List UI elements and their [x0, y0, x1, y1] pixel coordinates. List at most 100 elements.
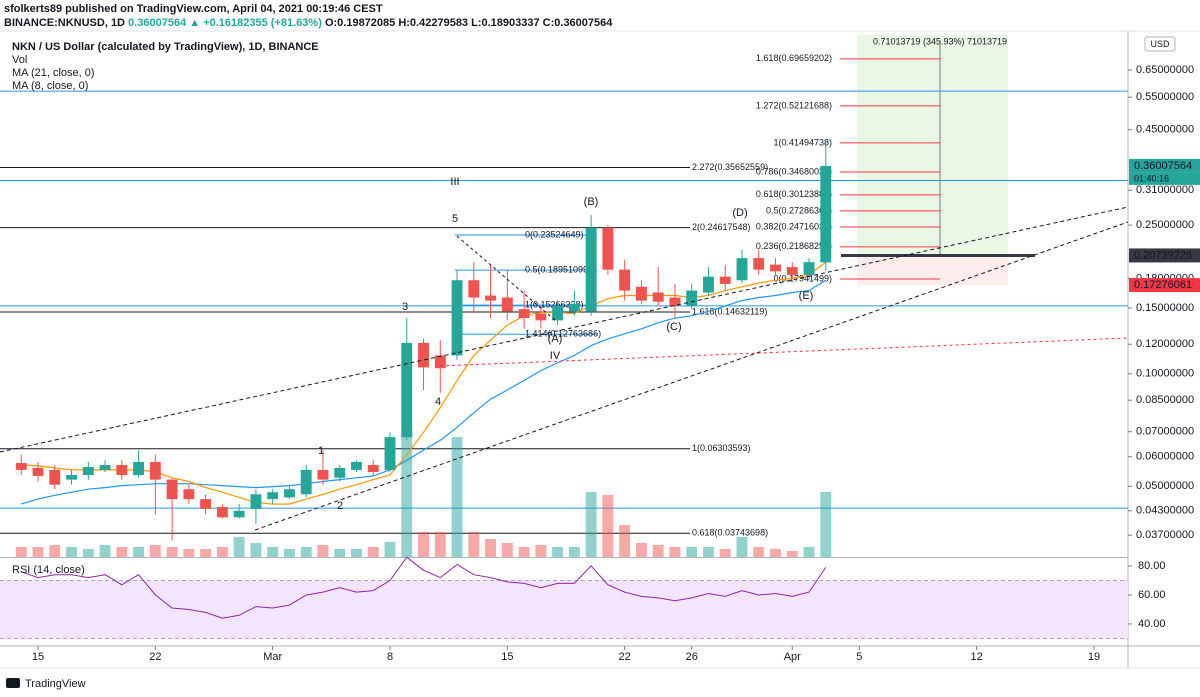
volume-bar	[233, 537, 245, 557]
wave-label: IV	[550, 350, 561, 362]
loss-zone	[857, 255, 1008, 286]
symbol: BINANCE:NKNUSD, 1D	[4, 17, 125, 29]
wave-label: (B)	[584, 196, 599, 208]
candle-body	[418, 342, 429, 368]
fib-label: 0.5(0.18951099)	[525, 264, 591, 274]
volume-bar	[535, 545, 547, 557]
y-tick-label: 0.45000000	[1136, 124, 1194, 136]
candle-body	[719, 276, 731, 284]
candle-body	[652, 292, 664, 302]
y-tick-label: 0.07000000	[1136, 426, 1194, 438]
candle-body	[99, 465, 111, 470]
volume-bar	[803, 547, 815, 557]
price-label: 0.36007564	[1134, 160, 1192, 172]
volume-bar	[820, 492, 832, 557]
wave-label: 5	[452, 213, 458, 225]
fib-label: 0.618(0.30123886)	[756, 189, 832, 199]
volume-bar	[317, 545, 329, 557]
candle-body	[250, 494, 262, 509]
candle-body	[770, 264, 781, 272]
x-tick-label: 15	[32, 651, 44, 663]
wave-label: 3	[402, 301, 408, 313]
candle-body	[686, 290, 698, 306]
volume-bar	[703, 547, 714, 557]
fib-label: 1(0.15266328)	[525, 300, 584, 310]
volume-bar	[267, 547, 279, 557]
candle-body	[753, 258, 765, 270]
volume-bar	[149, 545, 161, 557]
price-label: 0.17276061	[1134, 279, 1192, 291]
fib-label: 1.414(0.12763686)	[525, 329, 601, 339]
trend-line	[439, 337, 1129, 367]
candle-body	[602, 227, 614, 270]
wave-label: (C)	[666, 321, 681, 333]
volume-bar	[719, 549, 731, 557]
volume-bar	[99, 545, 111, 557]
candle-body	[82, 467, 94, 476]
volume-bar	[250, 543, 262, 557]
volume-bar	[216, 547, 228, 557]
rsi-line	[21, 556, 827, 619]
volume-bar	[133, 547, 145, 557]
candle-body	[166, 479, 178, 500]
volume-bar	[283, 549, 295, 557]
currency-box[interactable]	[1144, 36, 1176, 52]
y-tick-label: 0.12000000	[1136, 338, 1194, 350]
legend-ma: MA (8, close, 0)	[12, 80, 88, 92]
candle-body	[635, 286, 647, 301]
x-tick-label: 22	[619, 651, 631, 663]
volume-bar	[367, 547, 379, 557]
wave-label: (D)	[732, 207, 747, 219]
fib-label: 0.786(0.34680035)	[756, 166, 832, 176]
x-tick-label: 8	[387, 651, 393, 663]
x-tick-label: Apr	[784, 651, 801, 663]
volume-bar	[166, 547, 178, 557]
volume-bar	[485, 539, 497, 557]
fib-label: 1.272(0.52121688)	[756, 100, 832, 110]
volume-bar	[786, 551, 798, 557]
price-label: 0.20739226	[1134, 249, 1192, 261]
author-line: sfolkerts89 published on TradingView.com…	[4, 3, 383, 15]
y-tick-label: 0.65000000	[1136, 64, 1194, 76]
wave-label: 1	[318, 445, 324, 457]
x-tick-label: Mar	[263, 651, 282, 663]
legend-title: NKN / US Dollar (calculated by TradingVi…	[12, 41, 319, 53]
fib-label: 0.236(0.21868252)	[756, 241, 832, 251]
fib-label: 2.272(0.35652559)	[692, 162, 768, 172]
fib-label: 2(0.24617548)	[692, 222, 751, 232]
profit-zone	[857, 35, 1008, 256]
volume-bar	[434, 532, 446, 557]
currency: USD	[1150, 39, 1170, 49]
volume-bar	[635, 543, 647, 557]
fib-label: 0.618(0.03743698)	[692, 528, 768, 538]
candle-body	[552, 305, 564, 321]
fib-label: 0(0.23524649)	[525, 229, 584, 239]
volume-bar	[384, 542, 396, 557]
candle-body	[736, 258, 748, 281]
fib-label: 0(0.17941499)	[773, 273, 832, 283]
candle-body	[334, 467, 346, 478]
candle-body	[703, 276, 714, 293]
wave-label: 2	[337, 500, 343, 512]
price-label-bg	[1129, 248, 1200, 263]
volume-bar	[451, 437, 463, 557]
y-tick-label: 0.15000000	[1136, 302, 1194, 314]
candle-body	[267, 492, 279, 500]
wave-label: (E)	[799, 290, 814, 302]
price-label-bg	[1129, 158, 1200, 173]
volume-bar	[518, 547, 530, 557]
candle-body	[485, 295, 497, 301]
candle-body	[133, 461, 145, 476]
volume-bar	[602, 495, 614, 557]
last-price: 0.36007564	[128, 17, 187, 29]
change: ▲ +0.16182355 (+81.63%)	[189, 17, 322, 29]
y-tick-label: 0.25000000	[1136, 219, 1194, 231]
fib-label: 1(0.06303593)	[692, 443, 751, 453]
brand: TradingView	[25, 678, 86, 690]
volume-bar	[468, 532, 480, 557]
volume-bar	[334, 549, 346, 557]
y-tick-label: 0.04300000	[1136, 505, 1194, 517]
candle-body	[786, 267, 798, 275]
position-label: 0.71013719 (345.93%) 71013719	[873, 36, 1007, 46]
candle-body	[669, 297, 681, 306]
